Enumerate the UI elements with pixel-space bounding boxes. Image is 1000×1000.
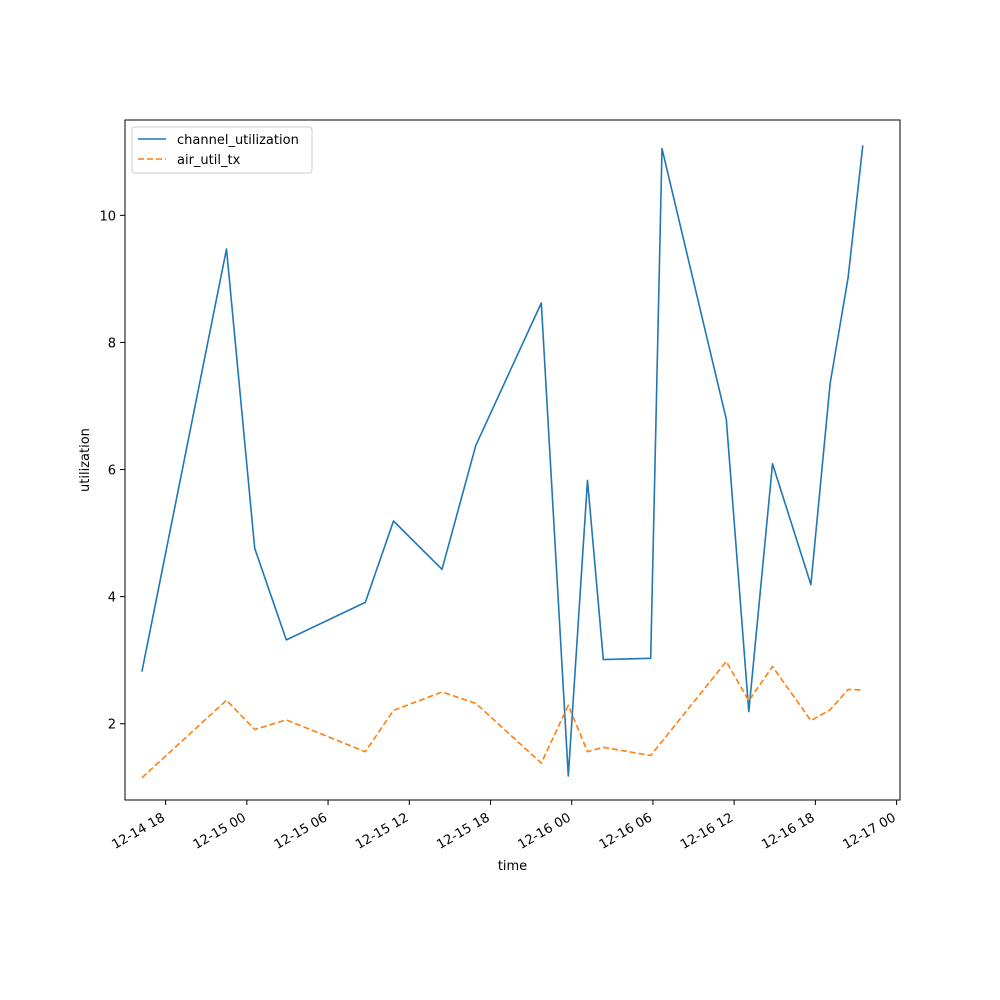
y-tick-label: 4 [108, 591, 116, 606]
legend-label: air_util_tx [177, 153, 241, 168]
x-axis-label: time [498, 859, 527, 874]
plot-frame [124, 119, 901, 801]
y-axis-label: utilization [78, 428, 93, 492]
series-line-air-util-tx [141, 660, 863, 779]
legend: channel_utilization air_util_tx [131, 126, 313, 174]
series-line-channel-utilization [141, 145, 864, 777]
legend-label: channel_utilization [177, 133, 299, 148]
legend-entries: channel_utilization air_util_tx [138, 133, 299, 168]
y-axis-ticks: 2 4 6 8 10 [99, 209, 125, 733]
y-tick-label: 6 [108, 464, 116, 479]
y-tick-label: 10 [99, 209, 116, 224]
series-layer [141, 145, 864, 779]
legend-box [131, 126, 313, 174]
y-tick-label: 2 [108, 718, 116, 733]
y-tick-label: 8 [108, 336, 116, 351]
